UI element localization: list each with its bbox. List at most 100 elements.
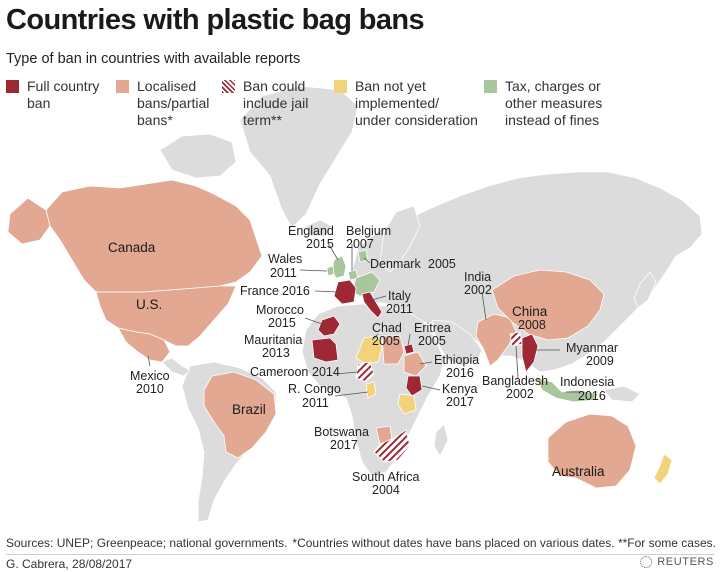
legend-swatch-full-ban [6,80,19,93]
legend-item-full-ban: Full country ban [6,78,99,112]
england-label: England [288,224,334,238]
mexico-shape [117,327,171,363]
legend-item-localised-ban: Localised bans/partial bans* [116,78,209,129]
ethiopia-shape [403,351,427,377]
legend-swatch-not-yet-implemented [334,80,347,93]
japan-land [633,271,657,309]
wales-leader [299,269,328,272]
indonesia-label: Indonesia [560,375,614,389]
legend-label-full-ban: Full country ban [27,78,100,111]
central-america-shape [161,357,191,377]
eritrea-shape [403,343,415,355]
cameroon-year: 2014 [312,365,340,379]
india-shape [475,313,517,367]
morocco-shape [317,315,341,337]
legend-swatch-localised-ban [116,80,129,93]
bangladesh-shape [509,331,523,347]
author-credit: G. Cabrera, 28/08/2017 [6,557,133,571]
indonesia-year: 2016 [578,389,606,403]
italy-label: Italy [388,289,412,303]
us-label: U.S. [136,297,162,312]
canada-shape [45,179,263,293]
mexico-label: Mexico [130,369,170,383]
belgium-year: 2007 [346,237,374,251]
southafrica-label: South Africa [352,470,419,484]
bangladesh-year: 2002 [506,387,534,401]
page-title: Countries with plastic bag bans [6,4,425,36]
cameroon-shape [355,361,375,383]
myanmar-label: Myanmar [566,341,618,355]
us-shape [95,285,237,347]
rcongo-leader [334,391,369,397]
indonesia-shape [535,377,599,403]
denmark-leader [363,257,371,264]
india-leader [481,291,487,321]
madagascar-land [433,423,449,457]
kenya-year: 2017 [446,395,474,409]
bangladesh-leader [515,345,519,379]
china-shape [491,269,605,341]
bangladesh-label: Bangladesh [482,374,548,388]
botswana-year: 2017 [330,438,358,452]
wales-shape [326,265,335,277]
mauritania-year: 2013 [262,346,290,360]
england-year: 2015 [306,237,334,251]
cameroon-label: Cameroon [250,365,308,379]
mexico-year: 2010 [136,382,164,396]
denmark-label: Denmark [370,257,421,271]
india-year: 2002 [464,283,492,297]
ethiopia-label: Ethiopia [434,353,479,367]
france-leader [314,290,339,293]
scandinavia-land [379,205,421,273]
greenland-land [239,85,359,229]
morocco-leader [304,317,323,325]
chad-shape [355,335,383,365]
rcongo-shape [365,381,377,399]
arabia-land [431,319,483,367]
eritrea-leader [407,333,411,347]
cameroon-leader [334,371,359,375]
rcongo-year: 2011 [302,396,329,410]
china-label: China [512,304,548,319]
kenya-leader [421,385,441,391]
footer-divider [6,554,714,555]
mauritania-shape [311,337,339,363]
italy-leader [371,295,387,301]
chad-label: Chad [372,321,402,335]
brazil-label: Brazil [232,402,266,417]
papua-land [603,385,641,403]
denmark-year: 2005 [428,257,456,271]
chad-leader [371,333,379,341]
england-shape [331,255,347,279]
page-subtitle: Type of ban in countries with available … [6,51,301,67]
iceland-land [305,219,333,237]
botswana-label: Botswana [314,425,369,439]
southafrica-year: 2004 [372,483,400,497]
reuters-logo-icon [640,556,653,568]
arctic-islands-land [159,133,237,179]
ethiopia-leader [419,361,433,365]
legend-label-localised-ban: Localised bans/partial bans* [137,78,210,128]
legend-item-jail-term: Ban could include jail term** [222,78,308,129]
chad-year: 2005 [372,334,400,348]
india-label: India [464,270,491,284]
reuters-brand: REUTERS [657,556,714,568]
alaska-shape [7,197,51,245]
australia-label: Australia [552,464,605,479]
wales-label: Wales [268,252,302,266]
sudan-shape [381,335,405,365]
legend-label-jail-term: Ban could include jail term** [243,78,309,128]
legend-item-not-yet-implemented: Ban not yet implemented/ under considera… [334,78,478,129]
legend-label-not-yet-implemented: Ban not yet implemented/ under considera… [355,78,478,128]
morocco-label: Morocco [256,303,304,317]
france-label: France [240,284,279,298]
legend-swatch-tax-charges [484,80,497,93]
rcongo-label: R. Congo [288,382,341,396]
italy-year: 2011 [386,302,413,316]
france-shape [333,279,357,305]
tanzania-shape [397,393,417,415]
southafrica-shape [373,429,411,463]
england-leader [327,242,339,261]
newzealand-shape [653,453,673,485]
